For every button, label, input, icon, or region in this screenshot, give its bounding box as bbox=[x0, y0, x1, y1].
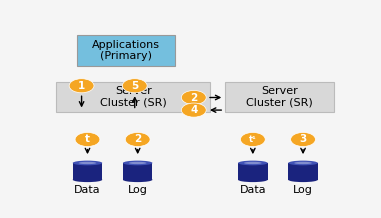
Text: Applications
(Primary): Applications (Primary) bbox=[92, 40, 160, 61]
Text: Data: Data bbox=[240, 185, 266, 195]
Circle shape bbox=[122, 79, 147, 93]
Circle shape bbox=[181, 103, 206, 117]
FancyBboxPatch shape bbox=[238, 163, 267, 180]
Text: 4: 4 bbox=[190, 105, 197, 115]
Circle shape bbox=[240, 132, 265, 146]
Text: Log: Log bbox=[128, 185, 147, 195]
FancyBboxPatch shape bbox=[288, 163, 318, 180]
Ellipse shape bbox=[238, 161, 267, 165]
Ellipse shape bbox=[129, 162, 147, 164]
Circle shape bbox=[181, 90, 206, 105]
Ellipse shape bbox=[73, 177, 102, 182]
Text: 3: 3 bbox=[299, 135, 307, 145]
Text: Server
Cluster (SR): Server Cluster (SR) bbox=[246, 86, 313, 107]
Ellipse shape bbox=[123, 177, 152, 182]
Text: Log: Log bbox=[293, 185, 313, 195]
Text: Server
Cluster (SR): Server Cluster (SR) bbox=[100, 86, 166, 107]
FancyBboxPatch shape bbox=[225, 82, 334, 112]
Text: 2: 2 bbox=[134, 135, 141, 145]
FancyBboxPatch shape bbox=[77, 34, 174, 66]
Circle shape bbox=[69, 79, 94, 93]
FancyBboxPatch shape bbox=[73, 163, 102, 180]
Ellipse shape bbox=[73, 161, 102, 165]
Text: Data: Data bbox=[74, 185, 101, 195]
Ellipse shape bbox=[288, 177, 318, 182]
Circle shape bbox=[291, 132, 315, 146]
Text: 1: 1 bbox=[78, 81, 85, 91]
Text: 5: 5 bbox=[131, 81, 138, 91]
Ellipse shape bbox=[123, 161, 152, 165]
Text: 2: 2 bbox=[190, 92, 197, 102]
Text: t: t bbox=[85, 135, 90, 145]
Ellipse shape bbox=[238, 177, 267, 182]
FancyBboxPatch shape bbox=[123, 163, 152, 180]
Ellipse shape bbox=[288, 161, 318, 165]
Ellipse shape bbox=[78, 162, 96, 164]
Circle shape bbox=[125, 132, 150, 146]
Ellipse shape bbox=[294, 162, 312, 164]
Text: t¹: t¹ bbox=[249, 135, 257, 144]
FancyBboxPatch shape bbox=[56, 82, 210, 112]
Ellipse shape bbox=[244, 162, 262, 164]
Circle shape bbox=[75, 132, 100, 146]
